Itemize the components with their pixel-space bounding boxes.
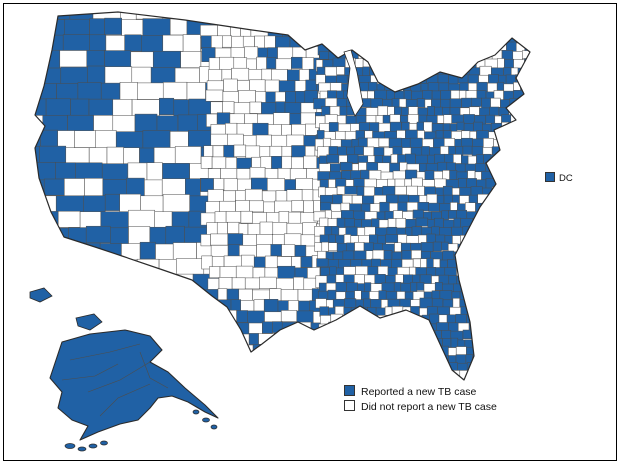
map-legend: Reported a new TB case Did not report a …	[344, 383, 497, 413]
legend-item-reported: Reported a new TB case	[344, 383, 497, 398]
legend-swatch-not-reported	[344, 400, 355, 411]
legend-item-not-reported: Did not report a new TB case	[344, 398, 497, 413]
legend-label-reported: Reported a new TB case	[361, 386, 477, 398]
dc-legend: DC	[545, 171, 573, 185]
dc-swatch	[545, 172, 555, 182]
dc-label: DC	[559, 173, 573, 184]
legend-label-not-reported: Did not report a new TB case	[361, 401, 497, 413]
legend-swatch-reported	[344, 385, 355, 396]
